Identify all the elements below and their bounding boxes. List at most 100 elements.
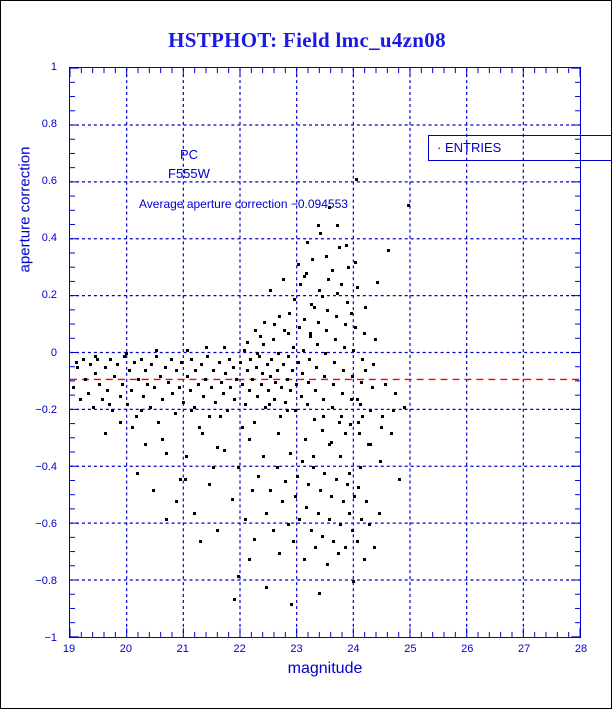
- data-point: [202, 394, 206, 398]
- data-point: [135, 414, 139, 418]
- data-point: [186, 374, 190, 378]
- data-point: [190, 357, 194, 361]
- data-point: [286, 332, 290, 335]
- data-point: [267, 389, 271, 393]
- data-point: [252, 420, 256, 424]
- data-point: [304, 272, 308, 276]
- data-point: [135, 471, 139, 475]
- data-point: [338, 420, 342, 424]
- data-point: [375, 280, 379, 284]
- data-point: [101, 397, 105, 401]
- data-point: [208, 483, 212, 487]
- data-point: [248, 437, 252, 441]
- data-point: [368, 409, 372, 413]
- annotation-filter: F555W: [168, 166, 210, 181]
- data-point: [268, 489, 272, 493]
- data-point: [327, 517, 331, 521]
- data-point: [240, 383, 244, 387]
- data-point: [308, 332, 312, 335]
- y-axis-tick-labels: −1 −0.8 −0.6 −0.4 −0.2 0 0.2 0.4 0.6 0.8 1: [1, 61, 65, 644]
- data-point: [359, 403, 363, 407]
- data-point: [352, 349, 356, 353]
- data-point: [339, 414, 343, 418]
- data-point: [252, 537, 256, 541]
- data-point: [182, 400, 186, 404]
- data-point: [323, 352, 327, 355]
- data-point: [327, 277, 331, 281]
- data-point: [277, 352, 281, 355]
- data-point: [272, 529, 276, 532]
- data-point: [325, 563, 329, 567]
- data-point: [329, 440, 333, 444]
- data-point: [76, 366, 80, 370]
- data-point: [332, 540, 336, 544]
- data-point: [175, 500, 179, 504]
- data-point: [380, 426, 384, 430]
- data-point: [273, 397, 277, 401]
- x-tick-label: 28: [574, 643, 588, 655]
- x-tick-label: 24: [347, 643, 360, 655]
- data-point: [204, 377, 208, 381]
- data-point: [265, 511, 269, 515]
- data-point: [377, 511, 381, 515]
- data-point: [298, 517, 302, 521]
- data-point: [364, 369, 368, 373]
- data-point: [161, 437, 165, 441]
- data-point: [393, 391, 397, 395]
- data-point: [325, 329, 329, 333]
- data-point: [93, 354, 97, 358]
- data-point: [344, 243, 348, 247]
- data-point: [211, 466, 215, 470]
- data-point: [367, 443, 371, 447]
- data-point: [143, 369, 147, 373]
- data-point: [280, 386, 284, 390]
- data-point: [344, 323, 348, 327]
- data-point: [108, 357, 112, 361]
- data-point: [219, 380, 223, 384]
- data-point: [88, 363, 92, 367]
- data-point: [245, 369, 249, 373]
- data-point: [87, 391, 91, 395]
- data-point: [179, 477, 183, 481]
- data-point: [406, 203, 410, 207]
- data-point: [96, 357, 100, 361]
- data-point: [351, 374, 355, 378]
- data-point: [309, 334, 313, 338]
- data-point: [312, 417, 316, 421]
- data-point: [321, 397, 325, 401]
- data-point: [140, 409, 144, 413]
- data-point: [199, 540, 203, 544]
- data-point: [297, 326, 301, 330]
- data-point: [338, 454, 342, 458]
- y-tick-label: −1: [44, 632, 57, 644]
- y-tick-label: 0.6: [41, 175, 57, 188]
- data-point: [154, 354, 158, 358]
- data-point: [313, 389, 317, 393]
- data-point: [169, 357, 173, 361]
- data-point: [355, 397, 359, 401]
- data-point: [302, 274, 306, 278]
- data-point: [302, 349, 306, 353]
- data-point: [188, 389, 192, 393]
- data-point: [277, 314, 281, 318]
- data-point: [216, 529, 220, 532]
- data-point: [79, 397, 83, 401]
- data-point: [356, 486, 360, 490]
- data-point: [334, 337, 338, 341]
- data-point: [247, 389, 251, 393]
- data-point: [293, 494, 297, 498]
- data-point: [355, 286, 359, 290]
- data-point: [148, 406, 152, 410]
- x-tick-label: 23: [290, 643, 303, 655]
- x-axis-title: magnitude: [287, 660, 363, 677]
- data-point: [205, 346, 209, 350]
- data-point: [261, 454, 265, 458]
- data-point: [254, 366, 258, 370]
- data-point: [345, 300, 349, 304]
- data-point: [284, 400, 288, 404]
- data-point: [94, 371, 98, 375]
- data-point: [372, 363, 376, 367]
- data-point: [251, 377, 255, 381]
- data-point: [322, 374, 326, 378]
- data-point: [306, 380, 310, 384]
